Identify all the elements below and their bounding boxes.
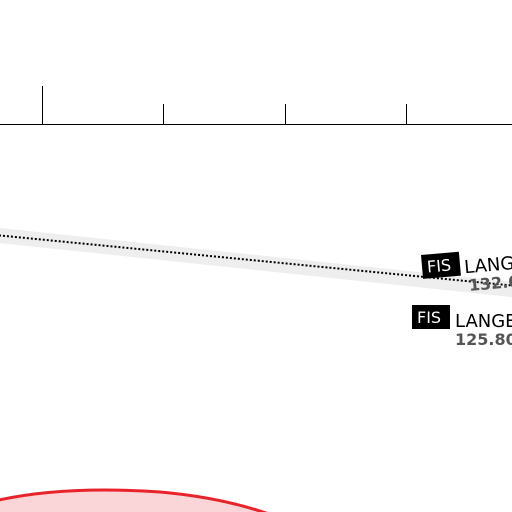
fis-frequency: 125.80 bbox=[455, 330, 512, 349]
scale-bar bbox=[0, 86, 512, 125]
fis-tag: FIS bbox=[417, 308, 441, 327]
fis-tag-box bbox=[421, 251, 461, 279]
fis-frequency: 132.6 bbox=[468, 272, 512, 295]
fis-tag: FIS bbox=[426, 255, 452, 276]
boundary-band bbox=[0, 227, 512, 298]
fis-name: LANGE bbox=[455, 311, 512, 332]
fis-label-1: FIS LANG 132.6 bbox=[421, 251, 512, 295]
fis-tag-box bbox=[412, 305, 450, 329]
fis-label-2: FIS LANGE 125.80 bbox=[412, 305, 512, 349]
restricted-area bbox=[0, 488, 268, 512]
fis-name: LANG bbox=[463, 253, 512, 278]
